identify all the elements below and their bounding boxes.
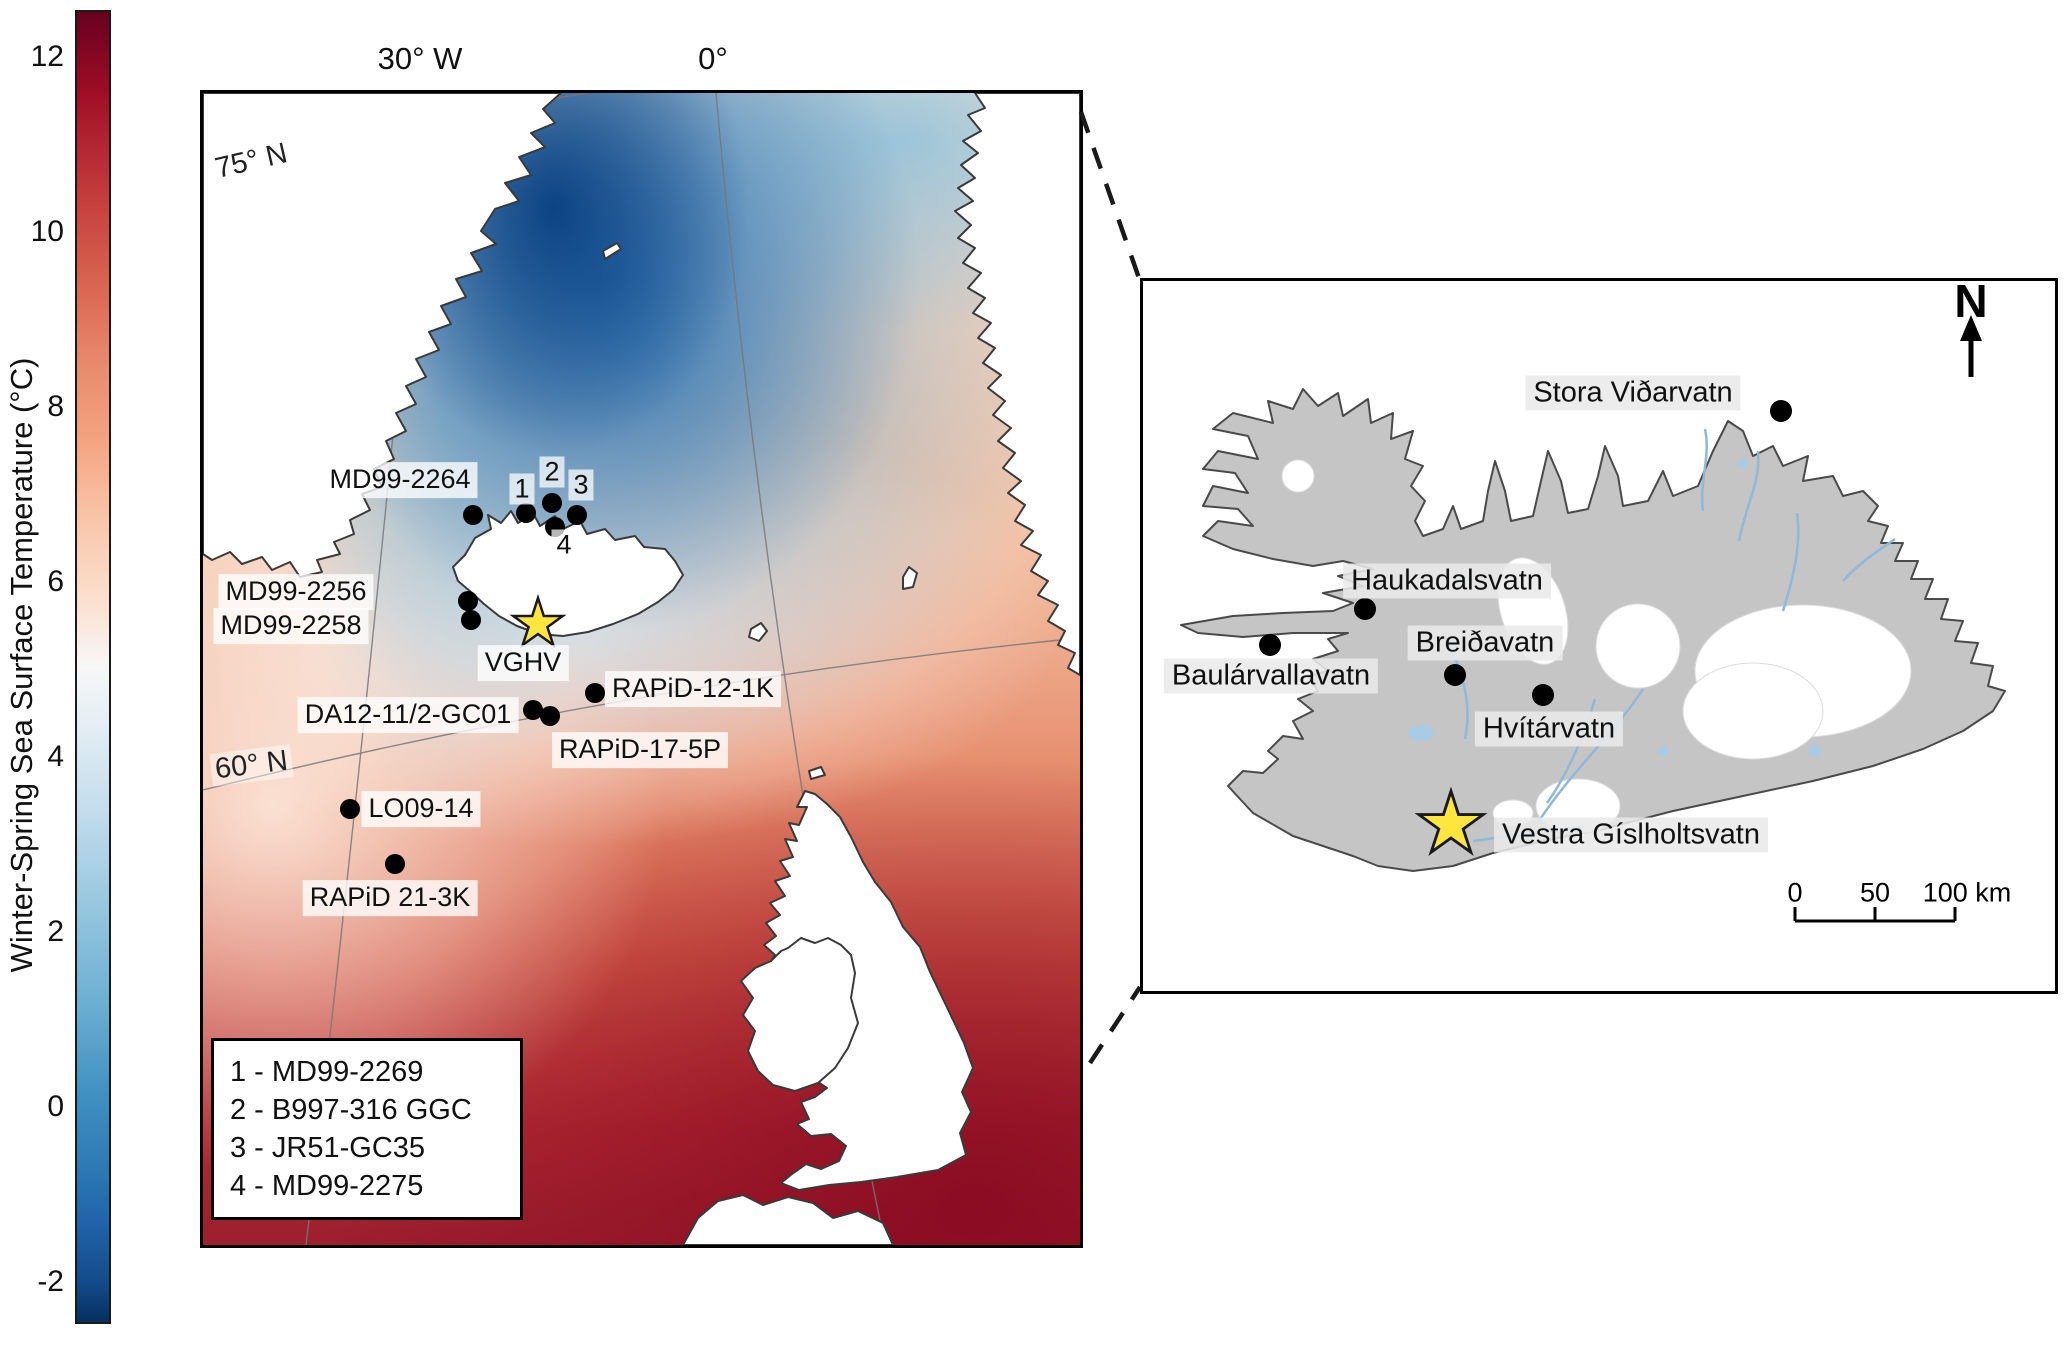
site-label-md99-2264: MD99-2264 <box>322 462 478 498</box>
site-label-md99-2256: MD99-2256 <box>218 574 374 610</box>
site-number-1: 1 <box>509 473 535 505</box>
lake-label-stora-vidarvatn: Stora Viðarvatn <box>1525 375 1741 411</box>
site-marker-3-jr51-gc35 <box>567 505 587 525</box>
main-map: 75° N 60° N MD99-2264 1 2 3 4 MD99-2256 … <box>200 90 1083 1248</box>
colorbar-tick: 6 <box>47 565 64 598</box>
main-map-layers <box>203 93 1080 1245</box>
colorbar-tick: 0 <box>47 1090 64 1123</box>
site-marker-1-md99-2269 <box>516 503 536 523</box>
site-label-vghv: VGHV <box>477 645 569 681</box>
orkney-islands <box>808 766 826 780</box>
lake-thingvallavatn <box>1408 725 1434 741</box>
site-label-md99-2258: MD99-2258 <box>213 608 369 644</box>
colorbar-tick: 4 <box>47 740 64 773</box>
scale-tick-50: 50 <box>1859 877 1891 908</box>
great-britain-landmass <box>763 790 974 1191</box>
faroe-islands <box>748 622 768 642</box>
lake-label-haukadalsvatn: Haukadalsvatn <box>1343 563 1551 599</box>
inset-connector-line-top <box>1078 111 1143 282</box>
norway-landmass <box>954 93 1080 676</box>
lake-label-baularvallavatn: Baulárvallavatn <box>1163 658 1379 694</box>
site-marker-lo09-14 <box>340 799 360 819</box>
site-label-rapid-12-1k: RAPiD-12-1K <box>604 671 782 707</box>
axis-label-0: 0° <box>698 41 728 76</box>
rivers <box>1441 428 1896 843</box>
inset-connector-line-bottom <box>1088 985 1142 1065</box>
site-marker-2-b997-316-ggc <box>542 493 562 513</box>
north-label: N <box>1954 278 1988 327</box>
site-label-da12: DA12-11/2-GC01 <box>297 697 519 733</box>
scale-tick-100km: 100 km <box>1922 877 2012 908</box>
ireland-landmass <box>740 937 859 1092</box>
site-number-3: 3 <box>568 469 594 501</box>
colorbar-tick: 8 <box>47 390 64 423</box>
inset-map-layers <box>1180 315 2006 923</box>
legend-item: 3 - JR51-GC35 <box>230 1132 426 1164</box>
scale-bar <box>1793 907 1957 923</box>
legend-box: 1 - MD99-2269 2 - B997-316 GGC 3 - JR51-… <box>211 1038 523 1220</box>
lake-marker-haukadalsvatn <box>1354 598 1376 620</box>
colorbar <box>75 10 111 1324</box>
glacier-hofsjokull <box>1595 603 1681 689</box>
lake-label-hvitarvatn: Hvítárvatn <box>1474 711 1624 747</box>
lake-label-vestra-gislholtsvatn: Vestra Gíslholtsvatn <box>1494 817 1768 853</box>
colorbar-tick: -2 <box>37 1265 64 1298</box>
vghv-star-marker <box>509 593 567 649</box>
axis-label-30w: 30° W <box>377 41 463 76</box>
iceland-inset-landmass <box>1180 388 2006 872</box>
lake-marker-stora-vidarvatn <box>1770 400 1792 422</box>
legend-item: 4 - MD99-2275 <box>230 1170 424 1202</box>
site-markers <box>340 493 605 874</box>
legend-item: 2 - B997-316 GGC <box>230 1094 472 1126</box>
site-marker-rapid-12-1k <box>585 683 605 703</box>
glaciers <box>1281 459 1912 834</box>
site-number-2: 2 <box>539 456 565 488</box>
site-number-4: 4 <box>551 529 577 561</box>
north-arrow <box>1960 315 1982 377</box>
site-marker-md99-2264 <box>463 505 483 525</box>
site-label-rapid-21-3k: RAPiD 21-3K <box>302 880 478 916</box>
france-coast <box>682 1194 894 1245</box>
colorbar-tick: 12 <box>30 40 64 73</box>
iceland-landmass <box>452 510 684 637</box>
legend-item: 1 - MD99-2269 <box>230 1056 424 1088</box>
site-label-lo09-14: LO09-14 <box>361 791 481 827</box>
colorbar-title: Winter-Spring Sea Surface Temperature (°… <box>4 357 39 973</box>
colorbar-tick: 2 <box>47 915 64 948</box>
lake-marker-breidavatn <box>1444 664 1466 686</box>
inset-site-markers <box>1259 400 1792 706</box>
site-label-rapid-17-5p: RAPiD-17-5P <box>551 732 729 768</box>
site-marker-md99-2258 <box>461 610 481 630</box>
site-marker-md99-2256 <box>458 591 478 611</box>
lake-marker-baularvallavatn <box>1259 634 1281 656</box>
lake-marker-hvitarvatn <box>1532 684 1554 706</box>
lake-label-breidavatn: Breiðavatn <box>1407 625 1563 661</box>
site-marker-rapid-21-3k <box>385 854 405 874</box>
colorbar-tick: 10 <box>30 215 64 248</box>
jan-mayen-island <box>602 242 622 260</box>
glacier-vatnajokull-lobe <box>1682 662 1824 760</box>
scale-tick-0: 0 <box>1787 877 1803 908</box>
site-marker-da12-a <box>523 700 543 720</box>
shetland-islands <box>902 566 918 590</box>
vestra-star-marker <box>1414 786 1488 857</box>
glacier-drangajokull <box>1281 459 1315 493</box>
site-marker-rapid-17-5p <box>540 706 560 726</box>
inset-map: Stora Viðarvatn Haukadalsvatn Breiðavatn… <box>1140 278 2058 994</box>
